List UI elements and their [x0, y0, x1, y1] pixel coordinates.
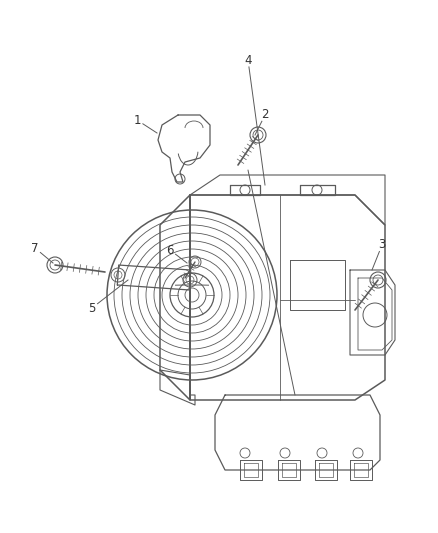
Text: 6: 6	[166, 244, 174, 256]
Text: 1: 1	[133, 114, 141, 126]
Text: 3: 3	[378, 238, 386, 252]
Text: 5: 5	[88, 302, 95, 314]
Text: 7: 7	[31, 241, 39, 254]
Text: 2: 2	[261, 109, 269, 122]
Text: 4: 4	[244, 53, 252, 67]
